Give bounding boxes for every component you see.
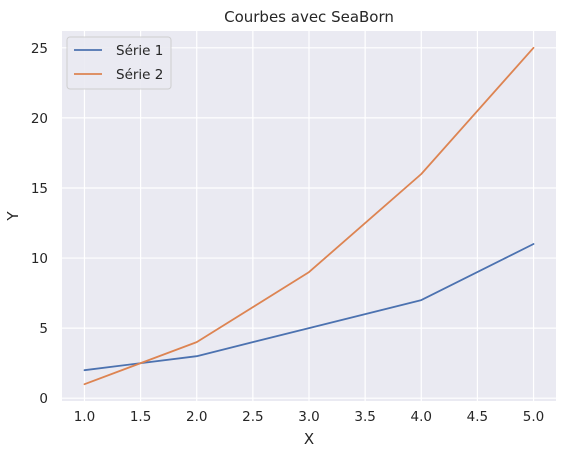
y-tick-label: 0	[39, 391, 48, 407]
series-2-line	[83, 46, 535, 386]
x-axis-title: X	[304, 430, 314, 448]
y-axis-ticks: 0 5 10 15 20 25	[31, 41, 48, 407]
x-tick-label: 4.5	[467, 409, 488, 425]
y-tick-label: 5	[39, 321, 48, 337]
series-1-line	[83, 243, 535, 372]
y-tick-label: 25	[31, 41, 48, 57]
x-tick-label: 1.5	[130, 409, 151, 425]
y-tick-label: 20	[31, 111, 48, 127]
series-lines	[83, 46, 535, 386]
x-tick-label: 2.0	[186, 409, 207, 425]
x-tick-label: 3.0	[298, 409, 319, 425]
x-tick-label: 2.5	[242, 409, 263, 425]
x-tick-label: 4.0	[411, 409, 432, 425]
y-axis-title: Y	[4, 211, 22, 222]
legend-label-series-2: Série 2	[116, 67, 163, 83]
legend-label-series-1: Série 1	[116, 43, 163, 59]
x-tick-label: 3.5	[354, 409, 375, 425]
x-tick-label: 1.0	[74, 409, 95, 425]
x-axis-ticks: 1.0 1.5 2.0 2.5 3.0 3.5 4.0 4.5 5.0	[74, 409, 545, 425]
chart-title: Courbes avec SeaBorn	[224, 8, 394, 26]
y-tick-label: 15	[31, 181, 48, 197]
legend: Série 1 Série 2	[66, 36, 172, 90]
y-tick-label: 10	[31, 251, 48, 267]
x-tick-label: 5.0	[523, 409, 544, 425]
